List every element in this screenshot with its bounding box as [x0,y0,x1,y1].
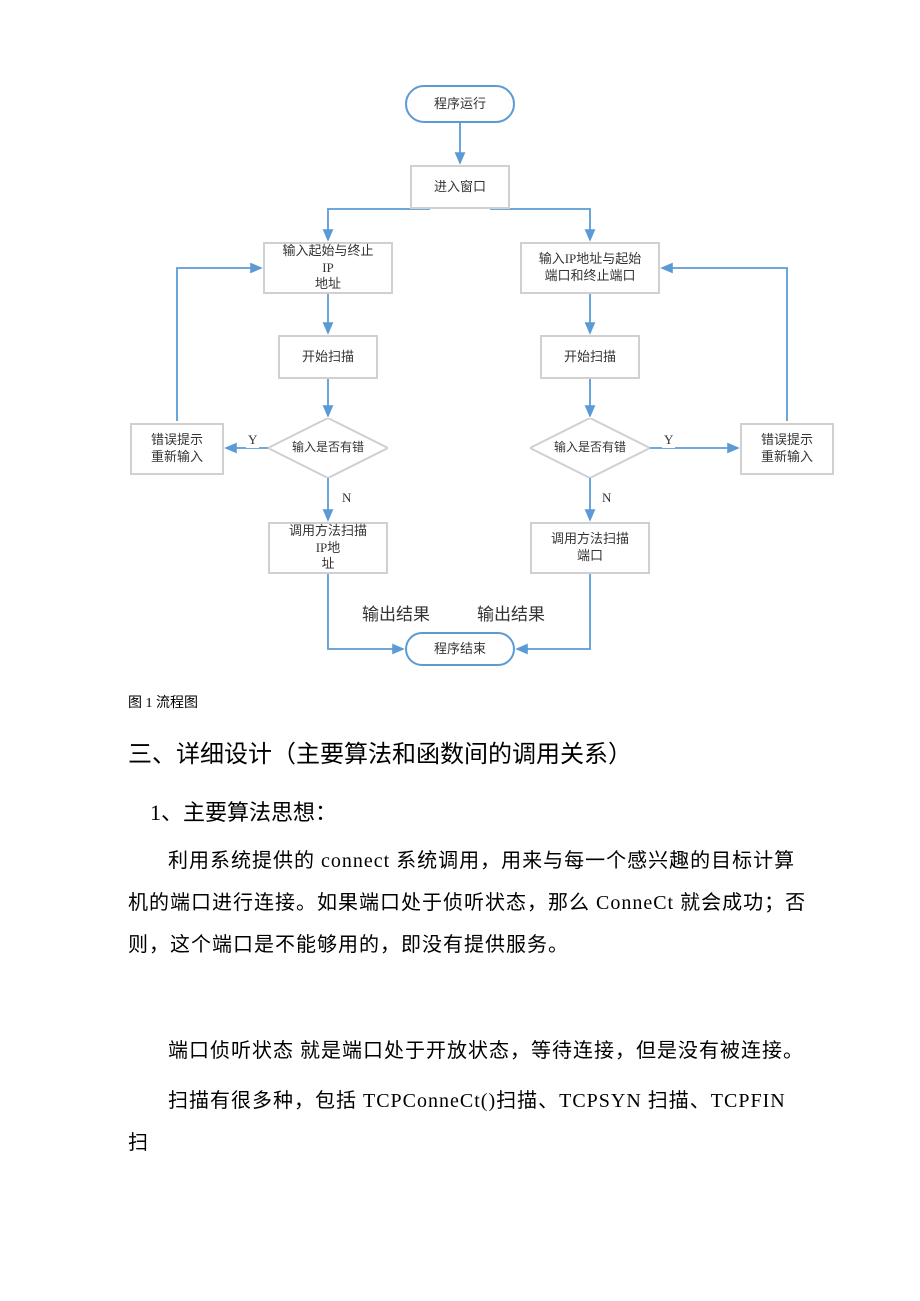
subheading-1: 1、主要算法思想： [128,790,808,836]
edge-label-output-left: 输出结果 [360,600,432,625]
edge-label-output-right: 输出结果 [475,600,547,625]
node-end: 程序结束 [405,632,515,666]
node-start: 程序运行 [405,85,515,123]
node-scan-left: 开始扫描 [278,335,378,379]
edge-label-y-left: Y [246,432,259,448]
edge-label-y-right: Y [662,432,675,448]
edge-label-n-right: N [600,490,613,506]
section-heading: 三、详细设计（主要算法和函数间的调用关系） [128,730,808,780]
node-decision-left: 输入是否有错 [268,418,388,478]
node-decision-right: 输入是否有错 [530,418,650,478]
node-input-ip: 输入起始与终止IP 地址 [263,242,393,294]
decision-right-label: 输入是否有错 [554,440,626,456]
node-input-port: 输入IP地址与起始 端口和终止端口 [520,242,660,294]
edge-label-n-left: N [340,490,353,506]
paragraph-2: 端口侦听状态 就是端口处于开放状态，等待连接，但是没有被连接。 [128,1030,808,1072]
paragraph-3: 扫描有很多种，包括 TCPConneCt()扫描、TCPSYN 扫描、TCPFI… [128,1080,808,1164]
node-enter-window: 进入窗口 [410,165,510,209]
figure-caption: 图 1 流程图 [128,692,198,712]
node-call-left: 调用方法扫描IP地 址 [268,522,388,574]
flowchart-container: 程序运行 进入窗口 输入起始与终止IP 地址 输入IP地址与起始 端口和终止端口… [0,0,920,680]
decision-left-label: 输入是否有错 [292,440,364,456]
node-error-right: 错误提示 重新输入 [740,423,834,475]
paragraph-1: 利用系统提供的 connect 系统调用，用来与每一个感兴趣的目标计算机的端口进… [128,840,808,966]
node-error-left: 错误提示 重新输入 [130,423,224,475]
node-scan-right: 开始扫描 [540,335,640,379]
node-call-right: 调用方法扫描端口 [530,522,650,574]
